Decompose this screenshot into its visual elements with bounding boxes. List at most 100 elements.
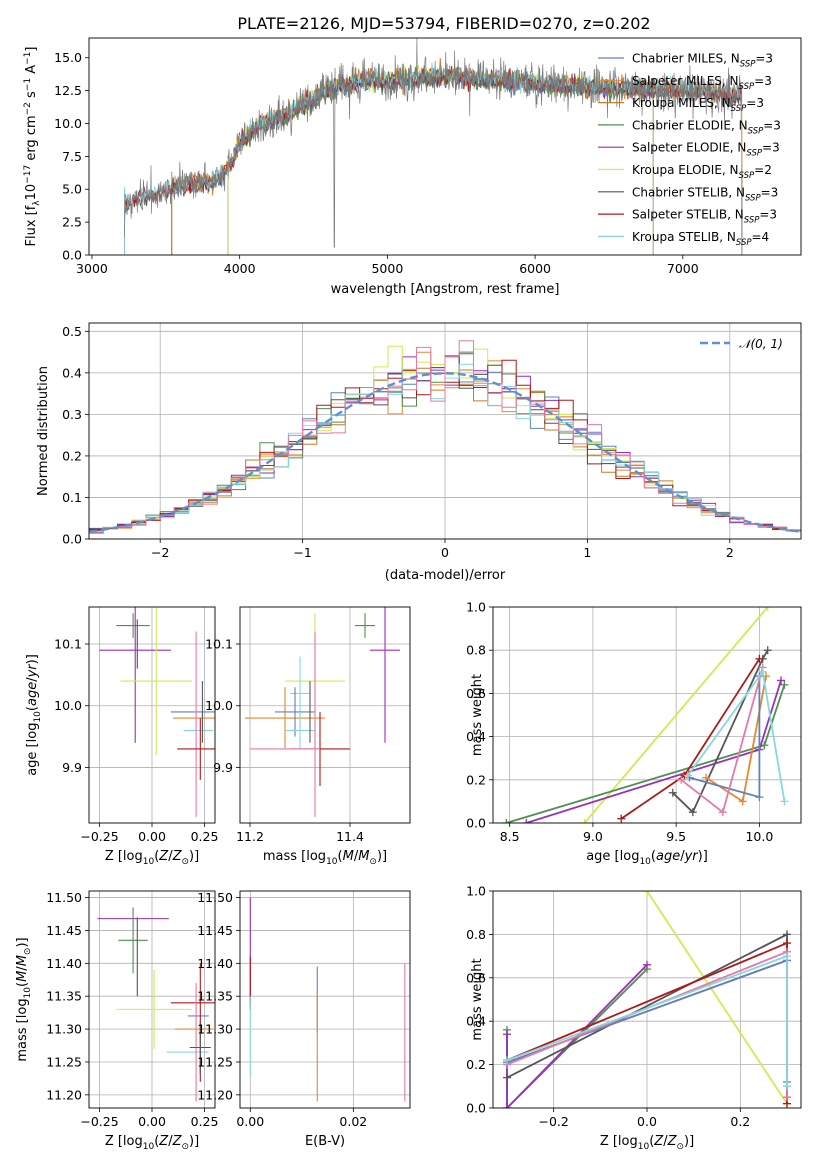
normal-legend-label: 𝒩(0, 1) (739, 337, 783, 351)
weight_vs_Z-series-line (646, 891, 788, 1105)
age_vs_Z-errorbar-point (116, 613, 150, 638)
spectrum-legend-label: Chabrier MILES, NSSP=3 (632, 52, 773, 70)
spectrum-xtick-label: 4000 (224, 261, 256, 276)
mass_vs_Z-ytick-label: 11.45 (46, 923, 82, 938)
mass_vs_Z-errorbar-point (189, 1021, 211, 1074)
age_vs_mass-ytick-label: 9.9 (213, 760, 233, 775)
residuals-ylabel: Normed distribution (36, 366, 51, 496)
age_vs_Z-xtick-label: 0.25 (191, 829, 219, 844)
age_vs_Z-errorbar-point (99, 607, 171, 743)
weight_vs_Z-marker (643, 960, 651, 969)
mass_vs_Z-ylabel: mass [log10(M/M⊙)] (15, 937, 33, 1061)
age_vs_Z-ytick-label: 10.1 (54, 637, 82, 652)
panel-weight_vs_age: 8.5 9.0 9.5 10.0 0.0 0.2 0.4 0.6 0.8 1.0 age [log1… (466, 600, 802, 867)
weight_vs_age-ytick-label: 0.0 (466, 816, 486, 831)
weight_vs_age-marker (758, 667, 767, 676)
spectrum-legend-label: Kroupa ELODIE, NSSP=2 (632, 163, 772, 181)
age_vs_Z-plot-area (89, 607, 215, 823)
weight_vs_age-ylabel: mass weight (470, 674, 485, 756)
age_vs_Z-xtick-label: −0.25 (80, 829, 118, 844)
spectrum-xtick-label: 7000 (667, 261, 699, 276)
spectrum-legend-label: Chabrier STELIB, NSSP=3 (632, 185, 778, 203)
mass_vs_Z-errorbar-point (116, 969, 192, 1049)
spectrum-xtick-label: 5000 (371, 261, 403, 276)
weight_vs_Z-ylabel: mass weight (470, 958, 485, 1040)
weight_vs_age-marker (688, 808, 697, 817)
mass_vs_EBV-xtick-label: 0.02 (339, 1114, 367, 1129)
figure-title: PLATE=2126, MJD=53794, FIBERID=0270, z=0… (237, 14, 650, 33)
age_vs_Z-errorbar-point (120, 607, 192, 756)
spectrum-xlabel: wavelength [Angstrom, rest frame] (331, 282, 560, 297)
age_vs_Z-grid (89, 607, 215, 823)
mass_vs_EBV-ytick-label: 11.35 (197, 989, 233, 1004)
weight_vs_age-series-line (583, 607, 769, 823)
weight_vs_Z-ytick-label: 0.0 (466, 1101, 486, 1116)
weight_vs_Z-marker (783, 1082, 791, 1091)
residuals-xtick-label: 1 (583, 545, 591, 560)
panel-mass_vs_Z: −0.25 0.00 0.25 11.20 11.25 11.30 11.35 11.40 11… (15, 890, 218, 1152)
weight_vs_Z-marker (783, 1093, 791, 1102)
age_vs_mass-xtick-label: 11.4 (336, 829, 364, 844)
age_vs_Z-axes-frame (88, 606, 216, 824)
weight_vs_age-marker (763, 646, 772, 655)
weight_vs_age-marker (522, 819, 531, 823)
weight_vs_age-ytick-label: 1.0 (466, 600, 486, 615)
spectrum-data-line (124, 38, 743, 248)
panel-age_vs_Z: −0.25 0.00 0.25 9.9 10.0 10.1 Z [log10(Z/Z⊙)] a… (25, 606, 219, 867)
spectrum-ytick-label: 7.5 (62, 149, 82, 164)
weight_vs_age-axes-frame (492, 606, 802, 824)
spectrum-legend-label: Chabrier ELODIE, NSSP=3 (632, 118, 781, 136)
age_vs_Z-xtick-label: 0.00 (138, 829, 166, 844)
mass_vs_EBV-axes-frame (239, 890, 411, 1109)
mass_vs_EBV-ytick-label: 11.40 (197, 956, 233, 971)
residuals-ytick-label: 0.2 (62, 448, 82, 463)
weight_vs_Z-marker (503, 1104, 511, 1108)
weight_vs_age-marker (677, 775, 686, 784)
mass_vs_Z-xlabel: Z [log10(Z/Z⊙)] (105, 1134, 199, 1152)
weight_vs_Z-ytick-label: 0.8 (466, 927, 486, 942)
age_vs_mass-xtick-label: 11.2 (236, 829, 264, 844)
weight_vs_Z-marker (503, 1056, 511, 1065)
weight_vs_age-ytick-label: 0.2 (466, 772, 486, 787)
weight_vs_age-marker (718, 808, 727, 817)
weight_vs_Z-marker (783, 939, 791, 948)
residuals-xlabel: (data-model)/error (385, 568, 506, 583)
weight_vs_age-xtick-label: 10.0 (745, 829, 773, 844)
residual-histogram (89, 340, 801, 534)
spectrum-ytick-label: 5.0 (62, 182, 82, 197)
age_vs_Z-ylabel: age [log10(age/yr)] (25, 654, 43, 776)
weight_vs_Z-plot-area (493, 891, 801, 1108)
spectrum-legend-label: Salpeter STELIB, NSSP=3 (632, 208, 777, 226)
weight_vs_age-xtick-label: 9.5 (666, 829, 686, 844)
weight_vs_age-ytick-label: 0.4 (466, 729, 486, 744)
mass_vs_Z-ytick-label: 11.20 (46, 1087, 82, 1102)
mass_vs_EBV-plot-area (240, 891, 410, 1108)
age_vs_Z-ytick-label: 10.0 (54, 698, 82, 713)
age_vs_mass-errorbar-point (275, 687, 315, 737)
weight_vs_Z-marker (503, 1030, 511, 1039)
mass_vs_EBV-ytick-label: 11.45 (197, 923, 233, 938)
mass_vs_EBV-ytick-label: 11.50 (197, 890, 233, 905)
mass_vs_Z-errorbar-point (118, 907, 148, 974)
mass_vs_EBV-xtick-label: 0.00 (236, 1114, 264, 1129)
residuals-ytick-label: 0.0 (62, 532, 82, 547)
weight_vs_Z-xtick-label: 0.0 (637, 1114, 657, 1129)
mass_vs_Z-plot-area (89, 891, 215, 1108)
mass_vs_EBV-ytick-label: 11.20 (197, 1087, 233, 1102)
mass_vs_EBV-ytick-label: 11.30 (197, 1022, 233, 1037)
panel-residuals: −2 −1 0 1 2 0.0 0.1 0.2 0.3 0.4 0.5 𝒩(0, 1) (data-mo… (36, 322, 802, 583)
spectrum-legend-label: Kroupa STELIB, NSSP=4 (632, 230, 769, 248)
age_vs_Z-errorbar-point (177, 718, 215, 780)
weight_vs_Z-ytick-label: 1.0 (466, 884, 486, 899)
age_vs_mass-errorbar-point (245, 687, 325, 749)
age_vs_Z-xlabel: Z [log10(Z/Z⊙)] (105, 849, 199, 867)
spectrum-xtick-label: 3000 (76, 261, 108, 276)
mass_vs_EBV-ytick-label: 11.25 (197, 1054, 233, 1069)
spectrum-ytick-label: 12.5 (54, 83, 82, 98)
residuals-ytick-label: 0.1 (62, 490, 82, 505)
mass_vs_Z-ytick-label: 11.40 (46, 956, 82, 971)
weight_vs_Z-marker (643, 891, 651, 895)
age_vs_mass-plot-area (240, 607, 410, 823)
spectrum-legend-label: Kroupa MILES, NSSP=3 (632, 96, 764, 114)
